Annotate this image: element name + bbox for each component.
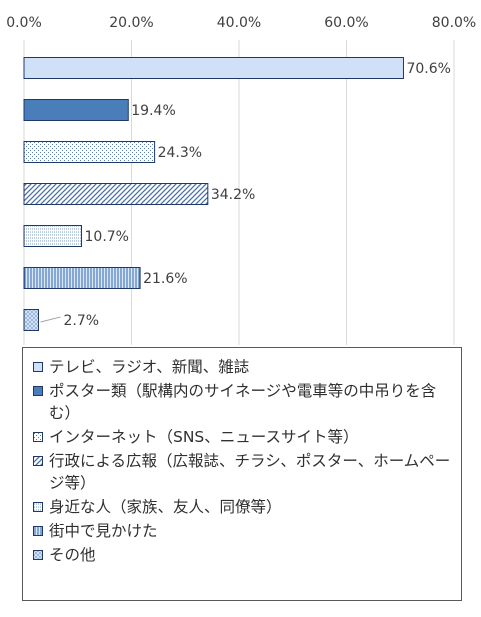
x-tick-label: 80.0% (432, 15, 476, 31)
data-label: 70.6% (406, 61, 450, 77)
legend-label: 身近な人（家族、友人、同僚等） (49, 498, 282, 516)
legend-item: 身近な人（家族、友人、同僚等） (33, 496, 453, 518)
legend-item: テレビ、ラジオ、新聞、雑誌 (33, 356, 453, 378)
legend-item: 街中で見かけた (33, 520, 453, 542)
legend: テレビ、ラジオ、新聞、雑誌ポスター類（駅構内のサイネージや電車等の中吊りを含む）… (22, 347, 462, 601)
legend-label: その他 (49, 546, 96, 564)
legend-swatch (33, 550, 43, 560)
legend-label: 行政による広報（広報誌、チラシ、ポスター、ホームページ等） (49, 452, 451, 492)
x-tick-label: 0.0% (6, 15, 42, 31)
legend-item: 行政による広報（広報誌、チラシ、ポスター、ホームページ等） (33, 450, 453, 494)
legend-swatch (33, 362, 43, 372)
data-label: 24.3% (158, 145, 202, 161)
legend-item: インターネット（SNS、ニュースサイト等） (33, 426, 453, 448)
legend-swatch (33, 386, 43, 396)
data-label: 19.4% (131, 103, 175, 119)
legend-swatch (33, 526, 43, 536)
x-tick-label: 20.0% (109, 15, 153, 31)
data-label: 34.2% (211, 187, 255, 203)
bar (23, 225, 83, 247)
bar (23, 99, 129, 121)
bar-chart: 0.0% 20.0% 40.0% 60.0% 80.0% 70.6% 19.4% 24.3%… (6, 15, 476, 345)
data-label: 10.7% (85, 229, 129, 245)
legend-item: その他 (33, 544, 453, 566)
x-tick-label: 40.0% (217, 15, 261, 31)
leader-line (40, 316, 61, 323)
data-label: 21.6% (143, 271, 187, 287)
legend-label: ポスター類（駅構内のサイネージや電車等の中吊りを含む） (49, 382, 437, 422)
bar (23, 267, 141, 289)
legend-swatch (33, 502, 43, 512)
legend-item: ポスター類（駅構内のサイネージや電車等の中吊りを含む） (33, 380, 453, 424)
data-label: 2.7% (64, 313, 100, 329)
bar (23, 183, 209, 205)
legend-label: インターネット（SNS、ニュースサイト等） (49, 428, 359, 446)
x-tick-label: 60.0% (324, 15, 368, 31)
bar (23, 309, 40, 331)
legend-swatch (33, 456, 43, 466)
legend-label: テレビ、ラジオ、新聞、雑誌 (49, 358, 250, 376)
bar (23, 57, 404, 79)
legend-label: 街中で見かけた (49, 522, 158, 540)
legend-swatch (33, 432, 43, 442)
bar (23, 141, 156, 163)
